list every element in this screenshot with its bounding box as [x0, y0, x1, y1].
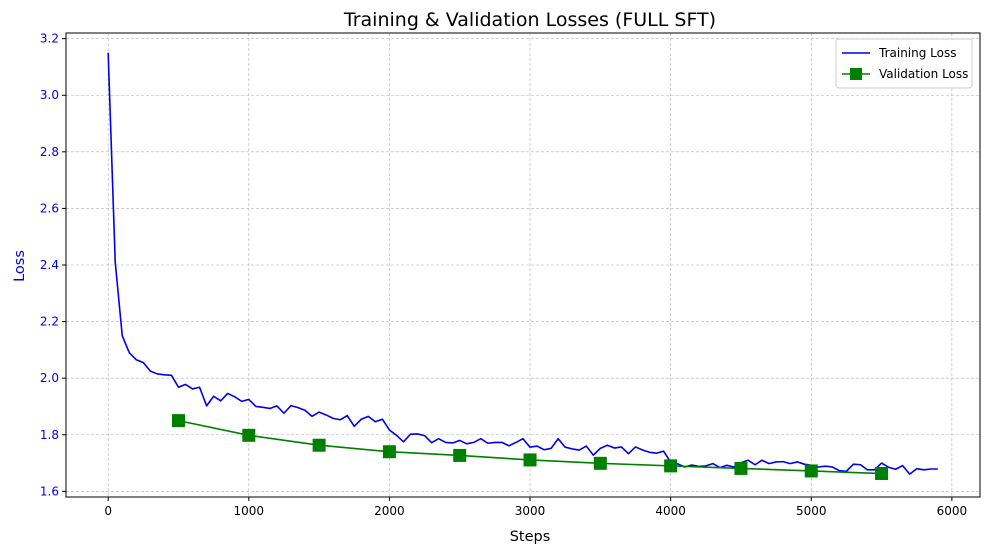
validation-loss-point: [804, 464, 818, 478]
x-tick-label: 0: [104, 504, 112, 518]
y-axis-ticks: 1.6 1.8 2.0 2.2 2.4 2.6 2.8 3.0 3.2: [40, 32, 66, 498]
validation-loss-point: [453, 448, 467, 462]
y-tick-label: 2.2: [40, 315, 59, 329]
validation-loss-point: [312, 438, 326, 452]
legend-training-label: Training Loss: [878, 46, 956, 60]
training-loss-line: [107, 52, 938, 475]
validation-loss-point: [523, 453, 537, 467]
chart-title: Training & Validation Losses (FULL SFT): [343, 9, 716, 31]
x-tick-label: 5000: [796, 504, 827, 518]
validation-loss-point: [171, 414, 185, 428]
validation-loss-point: [664, 459, 678, 473]
validation-loss-point: [242, 428, 256, 442]
x-axis-ticks: 0 1000 2000 3000 4000 5000 6000: [104, 497, 967, 518]
x-tick-label: 2000: [374, 504, 405, 518]
legend-validation-marker: [850, 68, 862, 80]
x-tick-label: 6000: [937, 504, 968, 518]
legend-validation-label: Validation Loss: [879, 67, 968, 81]
y-tick-label: 2.4: [40, 258, 59, 272]
y-tick-label: 1.6: [40, 484, 59, 498]
y-tick-label: 1.8: [40, 428, 59, 442]
plot-series: [107, 52, 938, 481]
grid-lines: [66, 33, 980, 497]
validation-loss-point: [875, 467, 889, 481]
legend: Training Loss Validation Loss: [835, 38, 973, 89]
x-tick-label: 3000: [515, 504, 546, 518]
legend-box: [835, 38, 973, 89]
x-axis-label: Steps: [510, 529, 551, 545]
y-tick-label: 3.2: [40, 32, 59, 46]
y-axis-label: Loss: [12, 250, 28, 282]
y-tick-label: 2.8: [40, 145, 59, 159]
validation-loss-point: [382, 445, 396, 459]
y-tick-label: 3.0: [40, 88, 59, 102]
validation-loss-point: [593, 456, 607, 470]
y-tick-label: 2.0: [40, 371, 59, 385]
validation-loss-point: [734, 461, 748, 475]
x-tick-label: 4000: [655, 504, 686, 518]
x-tick-label: 1000: [234, 504, 265, 518]
y-tick-label: 2.6: [40, 201, 59, 215]
